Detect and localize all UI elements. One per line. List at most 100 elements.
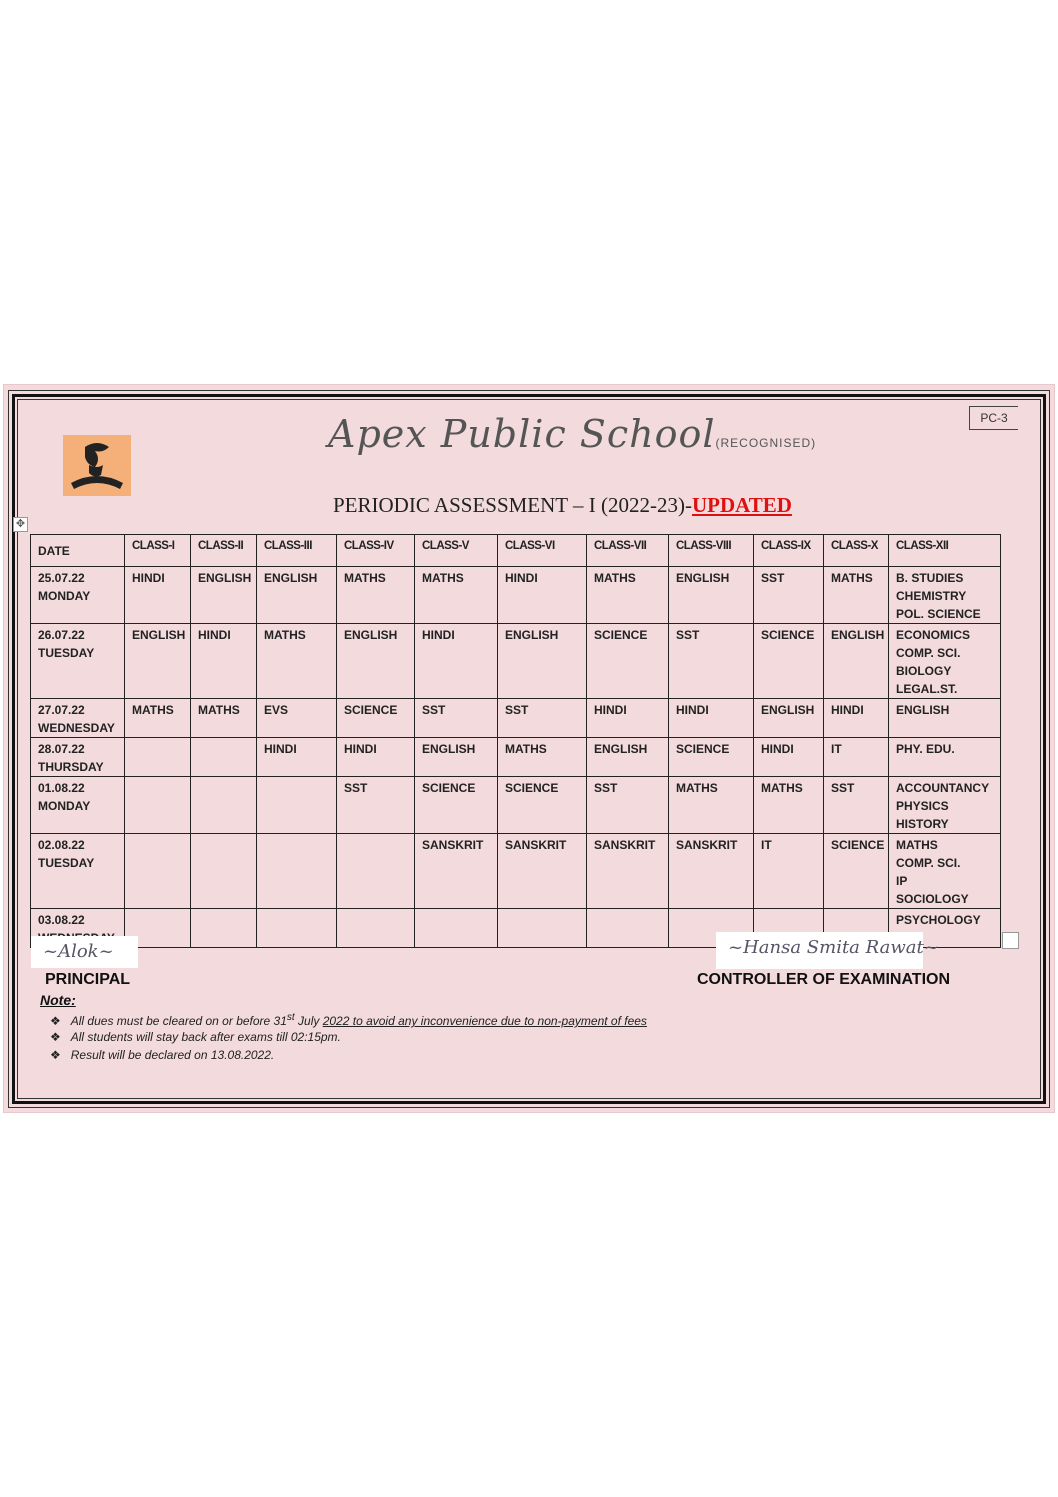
checkbox[interactable] [1002, 932, 1019, 949]
subject-cell: ECONOMICS COMP. SCI. BIOLOGY LEGAL.ST. [888, 623, 1001, 699]
subject-cell: SST [823, 776, 889, 834]
subject-cell: HINDI [586, 698, 669, 738]
updated-label: UPDATED [691, 493, 792, 517]
subject-cell: SST [497, 698, 587, 738]
recognised-label: (RECOGNISED) [715, 436, 817, 450]
subject-cell [190, 737, 257, 777]
column-header: CLASS-X [823, 534, 889, 567]
subject-cell: SCIENCE [336, 698, 415, 738]
column-header: CLASS-II [190, 534, 257, 567]
subject-cell: HINDI [414, 623, 498, 699]
date-cell: 01.08.22 MONDAY [30, 776, 125, 834]
subject-cell: ENGLISH [888, 698, 1001, 738]
subject-cell: SANSKRIT [414, 833, 498, 909]
subject-cell: EVS [256, 698, 337, 738]
bullet-icon: ❖ [50, 1048, 61, 1062]
subject-cell: SCIENCE [414, 776, 498, 834]
subject-cell: SANSKRIT [586, 833, 669, 909]
subject-cell: ENGLISH [190, 566, 257, 624]
school-name: Apex Public School(RECOGNISED) [328, 412, 816, 456]
subject-cell: MATHS [753, 776, 824, 834]
subject-cell: HINDI [190, 623, 257, 699]
subject-cell: SST [414, 698, 498, 738]
subject-cell: HINDI [753, 737, 824, 777]
note-text: Result will be declared on 13.08.2022. [70, 1048, 275, 1062]
table-move-handle-icon[interactable]: ✥ [13, 517, 28, 532]
date-cell: 26.07.22 TUESDAY [30, 623, 125, 699]
subject-cell [497, 908, 587, 948]
subject-cell: MATHS [124, 698, 191, 738]
subject-cell: HINDI [497, 566, 587, 624]
subject-cell: ENGLISH [124, 623, 191, 699]
subject-cell: MATHS [823, 566, 889, 624]
subject-cell [256, 833, 337, 909]
table-row: 02.08.22 TUESDAY SANSKRIT SANSKRIT SANSKRIT… [30, 833, 1001, 909]
principal-label: PRINCIPAL [45, 971, 131, 988]
subject-cell: MATHS [336, 566, 415, 624]
subject-cell: HINDI [823, 698, 889, 738]
page-border [17, 399, 1041, 1099]
column-header: CLASS-VII [586, 534, 669, 567]
subject-cell [124, 737, 191, 777]
subject-cell [190, 833, 257, 909]
subject-cell [336, 833, 415, 909]
controller-label: CONTROLLER OF EXAMINATION [697, 971, 951, 988]
subject-cell: PSYCHOLOGY [888, 908, 1001, 948]
subject-cell [586, 908, 669, 948]
date-cell: 27.07.22 WEDNESDAY [30, 698, 125, 738]
column-header: CLASS-I [124, 534, 191, 567]
subject-cell: ENGLISH [414, 737, 498, 777]
subject-cell [124, 833, 191, 909]
subject-cell [190, 776, 257, 834]
note-underlined: 2022 to avoid any inconvenience due to n… [322, 1014, 647, 1028]
subject-cell: SCIENCE [668, 737, 754, 777]
subject-cell: SANSKRIT [497, 833, 587, 909]
controller-signature: ~Hansa Smita Rawat~ [716, 932, 939, 969]
column-header: CLASS-XII [888, 534, 1001, 567]
signature-image: ~Hansa Smita Rawat~ [728, 937, 939, 958]
subject-cell [336, 908, 415, 948]
note-heading: Note: [40, 992, 76, 1008]
subject-cell: MATHS [256, 623, 337, 699]
table-row: 27.07.22 WEDNESDAY MATHS MATHS EVS SCIENCE SS… [30, 698, 1001, 738]
subject-cell [124, 776, 191, 834]
subject-cell: ENGLISH [256, 566, 337, 624]
subject-cell: ENGLISH [753, 698, 824, 738]
subject-cell: ENGLISH [668, 566, 754, 624]
subject-cell: ENGLISH [336, 623, 415, 699]
exam-schedule-table: DATE CLASS-I CLASS-II CLASS-III CLASS-IV CLAS… [30, 534, 1001, 948]
subject-cell [190, 908, 257, 948]
column-header: DATE [30, 534, 125, 567]
note-item: ❖ Result will be declared on 13.08.2022. [50, 1048, 274, 1062]
title-text: PERIODIC ASSESSMENT – I (2022-23)- [333, 493, 692, 517]
subject-cell: ENGLISH [497, 623, 587, 699]
note-item: ❖ All dues must be cleared on or before 3… [50, 1012, 647, 1028]
subject-cell: MATHS [190, 698, 257, 738]
subject-cell: HINDI [668, 698, 754, 738]
column-header: CLASS-VI [497, 534, 587, 567]
table-row: 28.07.22 THURSDAY HINDI HINDI ENGLISH MATHS E… [30, 737, 1001, 777]
column-header: CLASS-III [256, 534, 337, 567]
note-text: July [294, 1014, 323, 1028]
subject-cell: MATHS COMP. SCI. IP SOCIOLOGY [888, 833, 1001, 909]
signature-image: ~Alok~ [43, 941, 114, 962]
document-code: PC-3 [969, 406, 1018, 430]
column-header: CLASS-VIII [668, 534, 754, 567]
page-border [12, 394, 1046, 1104]
principal-signature: ~Alok~ [31, 936, 138, 968]
bullet-icon: ❖ [50, 1014, 61, 1028]
subject-cell: SCIENCE [497, 776, 587, 834]
date-cell: 02.08.22 TUESDAY [30, 833, 125, 909]
subject-cell: ENGLISH [586, 737, 669, 777]
subject-cell: ENGLISH [823, 623, 889, 699]
subject-cell: SST [586, 776, 669, 834]
note-text: All dues must be cleared on or before 31 [70, 1014, 287, 1028]
date-cell: 28.07.22 THURSDAY [30, 737, 125, 777]
column-header: CLASS-V [414, 534, 498, 567]
note-sup: st [286, 1012, 295, 1023]
subject-cell: SANSKRIT [668, 833, 754, 909]
subject-cell: PHY. EDU. [888, 737, 1001, 777]
table-row: 26.07.22 TUESDAY ENGLISH HINDI MATHS ENGLISH… [30, 623, 1001, 699]
subject-cell [256, 776, 337, 834]
school-name-text: Apex Public School [328, 412, 716, 456]
